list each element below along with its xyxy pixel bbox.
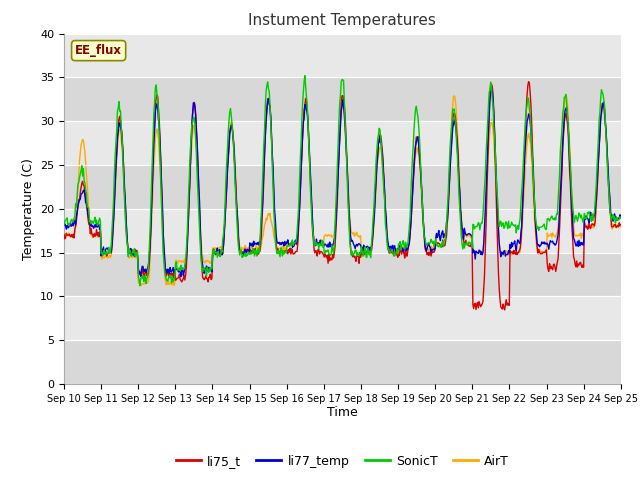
li75_t <box>410 161 418 167</box>
li77_temp <box>60 222 68 228</box>
Bar <box>64 296 621 340</box>
li75_t <box>70 235 78 241</box>
Bar <box>64 34 621 77</box>
li75_t <box>127 251 135 256</box>
SonicT <box>301 72 308 78</box>
Y-axis label: Temperature (C): Temperature (C) <box>22 158 35 260</box>
li77_temp <box>488 85 495 91</box>
li75_t <box>214 251 221 256</box>
AirT <box>70 233 78 239</box>
Bar <box>64 252 621 296</box>
AirT <box>428 243 435 249</box>
li77_temp <box>411 152 419 158</box>
X-axis label: Time: Time <box>327 407 358 420</box>
SonicT <box>617 215 625 221</box>
li77_temp <box>185 203 193 208</box>
SonicT <box>136 283 144 288</box>
li77_temp <box>70 217 78 223</box>
Line: AirT: AirT <box>64 95 621 286</box>
li77_temp <box>428 249 435 255</box>
Title: Instument Temperatures: Instument Temperatures <box>248 13 436 28</box>
li75_t <box>525 79 532 84</box>
SonicT <box>214 249 222 254</box>
li75_t <box>184 227 192 232</box>
SonicT <box>428 238 436 244</box>
AirT <box>185 207 193 213</box>
SonicT <box>412 106 419 112</box>
AirT <box>127 253 135 259</box>
AirT <box>60 231 68 237</box>
Bar <box>64 165 621 209</box>
AirT <box>411 159 419 165</box>
AirT <box>170 283 178 288</box>
SonicT <box>185 189 193 195</box>
Bar <box>64 209 621 252</box>
Bar <box>64 121 621 165</box>
AirT <box>562 92 570 98</box>
li75_t <box>60 231 68 237</box>
li75_t <box>500 307 508 313</box>
Legend: li75_t, li77_temp, SonicT, AirT: li75_t, li77_temp, SonicT, AirT <box>171 450 514 473</box>
li77_temp <box>617 214 625 219</box>
li77_temp <box>177 274 185 279</box>
Line: SonicT: SonicT <box>64 75 621 286</box>
SonicT <box>127 253 135 259</box>
Line: li75_t: li75_t <box>64 82 621 310</box>
AirT <box>214 247 222 252</box>
li77_temp <box>214 252 222 258</box>
SonicT <box>70 215 78 221</box>
li75_t <box>617 222 625 228</box>
AirT <box>617 224 625 229</box>
Line: li77_temp: li77_temp <box>64 88 621 276</box>
SonicT <box>60 222 68 228</box>
li77_temp <box>127 246 135 252</box>
li75_t <box>426 249 434 255</box>
Bar <box>64 340 621 384</box>
Text: EE_flux: EE_flux <box>75 44 122 57</box>
Bar <box>64 77 621 121</box>
